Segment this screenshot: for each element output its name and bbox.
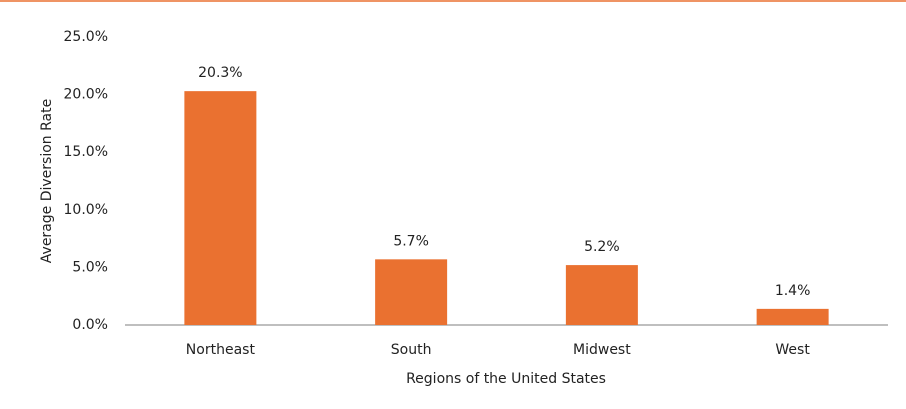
y-axis-title: Average Diversion Rate <box>39 99 55 263</box>
bar <box>756 308 829 325</box>
bar <box>375 259 448 325</box>
y-tick-label: 5.0% <box>72 259 108 275</box>
y-tick-label: 10.0% <box>64 202 108 218</box>
x-axis-title: Regions of the United States <box>406 371 606 387</box>
value-label: 20.3% <box>198 65 242 81</box>
x-tick-label: Midwest <box>573 342 631 358</box>
x-tick-label: Northeast <box>186 342 256 358</box>
y-tick-label: 15.0% <box>64 144 108 160</box>
value-label: 1.4% <box>775 283 811 299</box>
value-label: 5.2% <box>584 239 620 255</box>
y-tick-label: 25.0% <box>64 29 108 45</box>
bar <box>565 265 638 325</box>
x-tick-label: South <box>391 342 432 358</box>
bar <box>184 91 257 325</box>
y-tick-label: 20.0% <box>64 87 108 103</box>
x-tick-label: West <box>775 342 810 358</box>
y-tick-label: 0.0% <box>72 317 108 333</box>
value-label: 5.7% <box>393 233 429 249</box>
